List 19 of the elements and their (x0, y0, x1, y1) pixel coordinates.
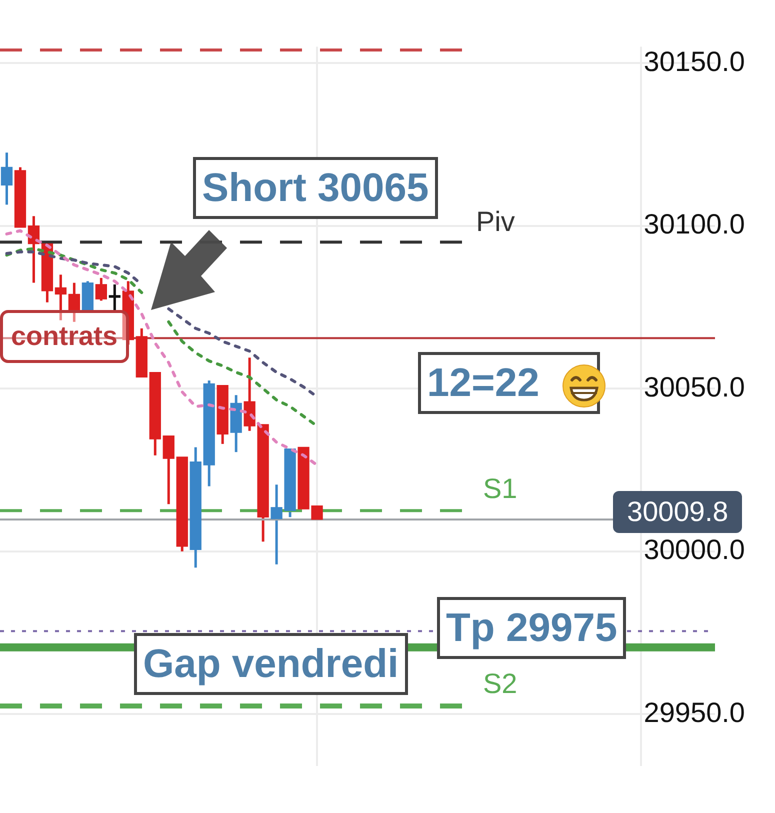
ref-line-label: Gap vendredi (134, 633, 408, 696)
y-tick-label: 30050.0 (644, 371, 745, 402)
y-tick-label: 29950.0 (644, 696, 745, 728)
candlestick (108, 283, 120, 312)
candlestick (162, 434, 174, 506)
ref-line-label: S2 (483, 668, 518, 700)
annotation: Tp 29975 (437, 597, 626, 659)
candlestick (0, 151, 13, 206)
y-tick-label: 30100.0 (644, 208, 745, 240)
candlestick (68, 282, 80, 324)
annotation: Short 30065 (193, 157, 438, 219)
ref-line-label: 30009.8 (613, 491, 742, 534)
candlestick (54, 273, 67, 322)
y-tick-label: 30150.0 (644, 46, 745, 77)
ref-line-label: S1 (483, 472, 518, 505)
y-tick-label: 30000.0 (644, 534, 745, 566)
annotation: 12=22 (418, 352, 600, 414)
ref-line-label: Piv (476, 206, 515, 238)
candlestick (95, 276, 108, 302)
